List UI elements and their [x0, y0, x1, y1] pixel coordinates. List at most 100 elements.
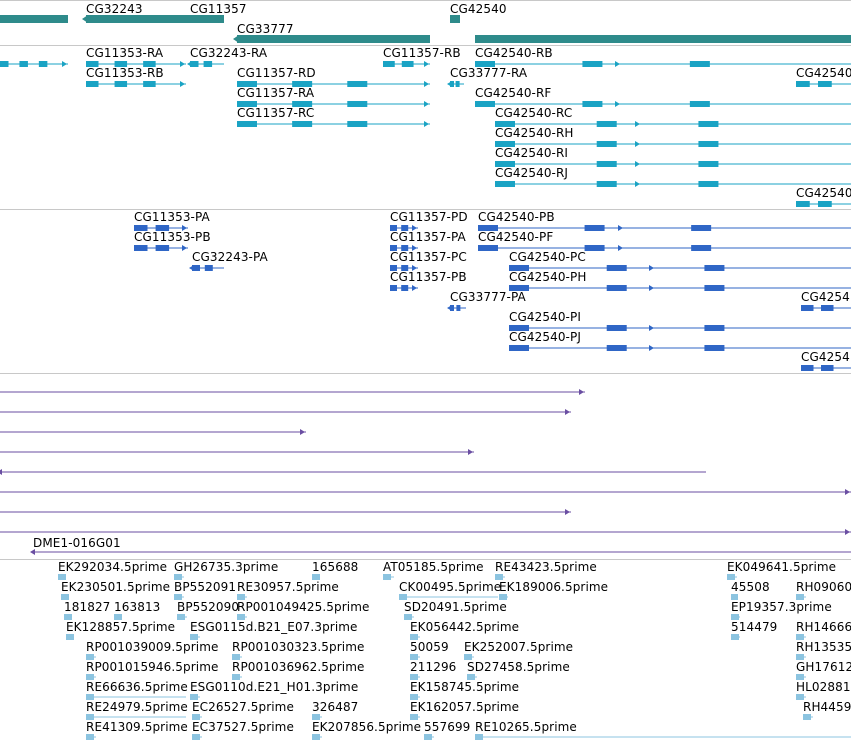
transcripts-strand-cg11357-ra[interactable] — [424, 101, 429, 107]
est-label[interactable]: HL02881 — [796, 680, 851, 694]
est-label[interactable]: RE10265.5prime — [475, 720, 577, 734]
est-label[interactable]: RH4459 — [803, 700, 851, 714]
est-block-45[interactable] — [312, 734, 320, 740]
est-block-31[interactable] — [410, 674, 418, 680]
est-block-30[interactable] — [232, 674, 240, 680]
transcripts-strand-cg42540-rb[interactable] — [615, 61, 620, 67]
transcripts-exon-cg32243-ra-1[interactable] — [203, 61, 213, 67]
transcripts-exon-cg42540-rb-0[interactable] — [475, 61, 495, 67]
gene-bar-cg11357[interactable] — [190, 15, 224, 23]
proteins-exon-cg42540-pb-2[interactable] — [691, 225, 712, 231]
est-block-22[interactable] — [731, 634, 739, 640]
proteins-strand-cg11357-pa[interactable] — [412, 245, 417, 251]
proteins-label[interactable]: CG11357-PC — [390, 250, 467, 264]
est-block-28[interactable] — [796, 654, 804, 660]
est-block-43[interactable] — [86, 734, 94, 740]
transcripts-exon-cg11353-rb-1[interactable] — [114, 81, 128, 87]
proteins-label[interactable]: CG42540-PC — [509, 250, 586, 264]
proteins-label[interactable]: CG11357-PA — [390, 230, 466, 244]
proteins-exon-cg42540-pc-1[interactable] — [606, 265, 627, 271]
proteins-exon-cg11353-pa-1[interactable] — [155, 225, 170, 231]
est-label[interactable]: 165688 — [312, 560, 359, 574]
est-block-13[interactable] — [64, 614, 72, 620]
transcripts-exon-cg42540-ri-2[interactable] — [698, 161, 719, 167]
est-label[interactable]: 163813 — [114, 600, 161, 614]
est-label[interactable]: RE66636.5prime — [86, 680, 188, 694]
cdna-strand-1[interactable] — [565, 409, 570, 415]
est-label[interactable]: EK207856.5prime — [312, 720, 422, 734]
proteins-exon-cg42540-ph-2[interactable] — [704, 285, 725, 291]
transcripts-exon-cg11353-rb-0[interactable] — [86, 81, 99, 87]
est-label[interactable]: RE30957.5prime — [237, 580, 339, 594]
transcripts-strand-cg11353-ra[interactable] — [180, 61, 185, 67]
cdna-strand-7[interactable] — [845, 529, 850, 535]
transcripts-strand-cg42540-rh[interactable] — [635, 141, 640, 147]
est-block-44[interactable] — [192, 734, 200, 740]
transcripts-label[interactable]: CG42540-RC — [495, 106, 573, 120]
proteins-strand-cg11357-pb[interactable] — [412, 285, 417, 291]
gene-bar-cg33777[interactable] — [237, 35, 430, 43]
est-label[interactable]: RE24979.5prime — [86, 700, 188, 714]
est-label[interactable]: EK158745.5prime — [410, 680, 520, 694]
transcripts-strand-cg11357-rb[interactable] — [424, 61, 429, 67]
proteins-label[interactable]: CG4254 — [801, 350, 850, 364]
gene-bar-cg32243[interactable] — [86, 15, 190, 23]
est-label[interactable]: EC37527.5prime — [192, 720, 294, 734]
proteins-exon-cg11357-pb-1[interactable] — [401, 285, 409, 291]
est-label[interactable]: 557699 — [424, 720, 471, 734]
gene-strand-cg11353[interactable] — [62, 15, 68, 23]
transcripts-strand-cg42540-rf[interactable] — [615, 101, 620, 107]
proteins-strand-cg42540-pc[interactable] — [649, 265, 654, 271]
est-block-35[interactable] — [190, 694, 198, 700]
est-label[interactable]: RE41309.5prime — [86, 720, 188, 734]
transcripts-exon-cg42540-rj-0[interactable] — [495, 181, 515, 187]
transcripts-exon-cg42540-rc-2[interactable] — [698, 121, 719, 127]
proteins-label[interactable]: CG32243-PA — [192, 250, 268, 264]
genes-label[interactable]: CG42540 — [450, 2, 507, 16]
gene-strand-cg33777[interactable] — [233, 35, 239, 43]
est-block-17[interactable] — [404, 614, 412, 620]
est-label[interactable]: EK162057.5prime — [410, 700, 520, 714]
transcripts-strand-cg32243-ra[interactable] — [187, 61, 192, 67]
est-label[interactable]: RP001039009.5prime — [86, 640, 219, 654]
transcripts-exon-cg32243-ra-0[interactable] — [190, 61, 199, 67]
est-block-29[interactable] — [86, 674, 94, 680]
proteins-strand-cg11353-pb[interactable] — [182, 245, 187, 251]
transcripts-label[interactable]: CG42540-RB — [475, 46, 553, 60]
est-block-24[interactable] — [86, 654, 94, 660]
est-label[interactable]: ESG0110d.E21_H01.3prime — [190, 680, 359, 694]
est-block-5[interactable] — [727, 574, 735, 580]
proteins-label[interactable]: CG11357-PD — [390, 210, 468, 224]
proteins-label[interactable]: CG11353-PB — [134, 230, 211, 244]
est-block-9[interactable] — [399, 594, 407, 600]
est-block-27[interactable] — [464, 654, 472, 660]
gene-strand-cg11357[interactable] — [218, 15, 224, 23]
est-block-46[interactable] — [424, 734, 432, 740]
transcripts-exon-cg11353-rb-2[interactable] — [143, 81, 156, 87]
transcripts-label[interactable]: CG42540 — [796, 66, 851, 80]
est-block-12[interactable] — [796, 594, 804, 600]
est-block-2[interactable] — [312, 574, 320, 580]
proteins-exon-cg42540-pf-1[interactable] — [584, 245, 605, 251]
transcripts-exon-cg11357-ra-1[interactable] — [292, 101, 313, 107]
est-block-34[interactable] — [86, 694, 94, 700]
proteins-label[interactable]: CG42540-PB — [478, 210, 555, 224]
transcripts-label[interactable]: CG42540 — [796, 186, 851, 200]
cdna-strand-3[interactable] — [468, 449, 473, 455]
proteins-strand-cg42540-pb[interactable] — [618, 225, 623, 231]
est-label[interactable]: RP001049425.5prime — [237, 600, 370, 614]
transcripts-exon-transcripts-feature-0-1[interactable] — [19, 61, 28, 67]
transcripts-exon-cg11357-rb-0[interactable] — [383, 61, 395, 67]
transcripts-exon-cg42540-rc-1[interactable] — [596, 121, 617, 127]
est-block-42[interactable] — [803, 714, 811, 720]
est-block-15[interactable] — [177, 614, 185, 620]
proteins-strand-cg42540-pj[interactable] — [649, 345, 654, 351]
est-label[interactable]: EK292034.5prime — [58, 560, 168, 574]
est-block-3[interactable] — [383, 574, 391, 580]
proteins-exon-cg42540-ph-1[interactable] — [606, 285, 627, 291]
transcripts-exon-cg42540-rf-1[interactable] — [582, 101, 603, 107]
est-block-37[interactable] — [796, 694, 804, 700]
proteins-exon-cg42540-pi-2[interactable] — [704, 325, 725, 331]
proteins-exon-cg33777-pa-1[interactable] — [456, 305, 461, 311]
proteins-exon-cg42540-pf-2[interactable] — [691, 245, 712, 251]
